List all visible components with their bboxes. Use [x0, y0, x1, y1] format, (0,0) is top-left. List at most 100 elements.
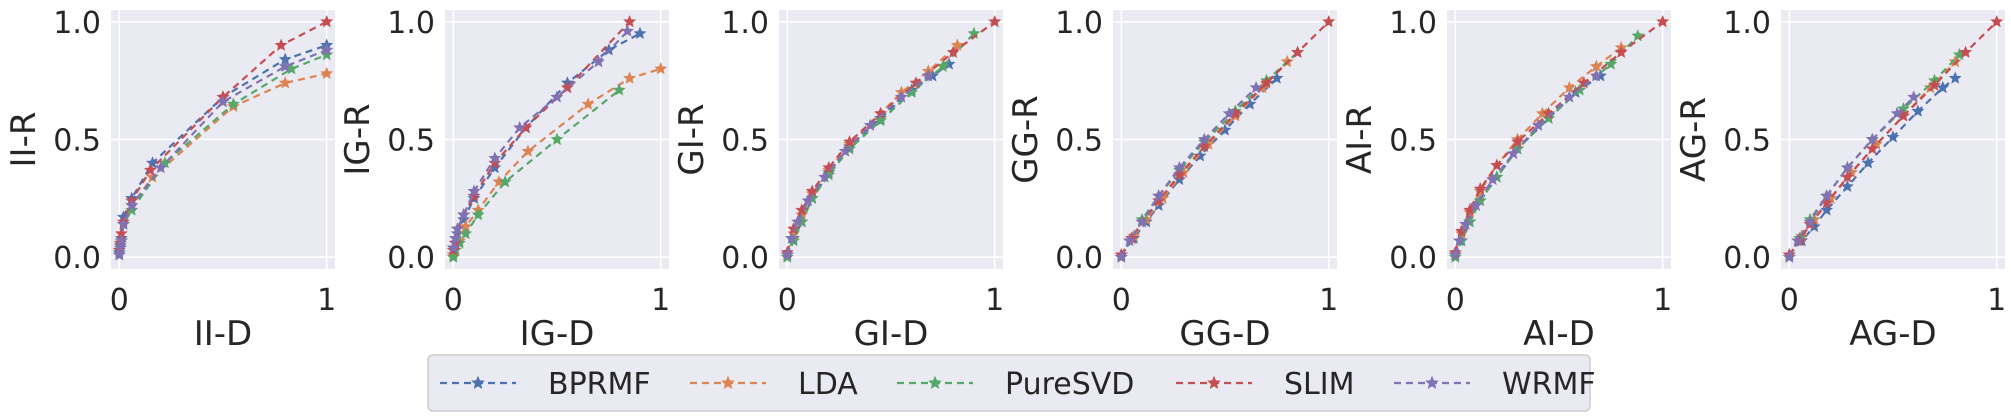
- subplot-gi-r: 0.0 0.5 1.0 0 1 GI-D GI-R: [672, 6, 1004, 354]
- data-point-slim: [467, 189, 481, 202]
- series-wrmf: [1448, 69, 1603, 261]
- data-point-lda: [950, 38, 964, 51]
- data-point-wrmf: [448, 231, 462, 244]
- subplot-ag-r: 0.0 0.5 1.0 0 1 AG-D AG-R: [1674, 6, 2006, 354]
- series-line-slim: [786, 20, 996, 253]
- y-tick-label: 0.5: [53, 124, 101, 159]
- y-tick-label: 0.5: [1723, 124, 1771, 159]
- y-tick-label: 1.0: [387, 6, 435, 41]
- data-point-wrmf: [550, 90, 564, 103]
- data-point-slim: [274, 38, 288, 51]
- data-point-wrmf: [1448, 248, 1462, 261]
- data-point-lda: [623, 71, 637, 84]
- data-point-puresvd: [471, 208, 485, 221]
- data-point-puresvd: [226, 97, 240, 110]
- y-tick-label: 1.0: [1055, 6, 1103, 41]
- data-point-wrmf: [1820, 189, 1834, 202]
- data-point-puresvd: [1604, 57, 1618, 70]
- legend-marker: [1207, 375, 1221, 389]
- data-point-wrmf: [791, 215, 805, 228]
- data-point-wrmf: [1803, 215, 1817, 228]
- series-wrmf: [1782, 90, 1921, 263]
- data-point-wrmf: [446, 241, 460, 254]
- series-wrmf: [112, 43, 334, 261]
- data-point-wrmf: [1907, 90, 1921, 103]
- data-point-wrmf: [1172, 161, 1186, 174]
- data-point-slim: [1455, 224, 1468, 237]
- data-point-wrmf: [1890, 106, 1904, 120]
- x-axis-label: AI-D: [1523, 314, 1595, 354]
- data-point-bprmf: [1911, 104, 1925, 117]
- series-line-slim: [1788, 21, 1998, 256]
- data-point-wrmf: [1865, 132, 1879, 146]
- legend-entry-wrmf: WRMF: [1394, 367, 1596, 402]
- data-point-wrmf: [1589, 69, 1603, 82]
- data-point-puresvd: [874, 113, 888, 127]
- series-line-bprmf: [1120, 77, 1278, 256]
- data-point-slim: [946, 45, 960, 58]
- y-tick-label: 0.5: [721, 124, 769, 159]
- series-line-puresvd: [452, 89, 620, 258]
- y-tick-label: 0.5: [1389, 124, 1437, 159]
- data-point-puresvd: [550, 132, 564, 146]
- legend: BPRMF LDA PureSVD SLIM WRMF: [427, 354, 1596, 412]
- subplots: 0.00.51.00 1II-DII-R0.00.51.00 1IG-DIG-R0.…: [4, 6, 2006, 354]
- data-point-wrmf: [1782, 250, 1796, 263]
- data-point-wrmf: [592, 55, 605, 68]
- data-point-wrmf: [921, 69, 935, 82]
- data-point-slim: [843, 135, 856, 148]
- x-axis-label: IG-D: [520, 314, 595, 354]
- data-point-wrmf: [320, 43, 334, 56]
- subplot-ig-r: 0.0 0.5 1.0 0 1 IG-D IG-R: [338, 6, 670, 354]
- legend-label: PureSVD: [1005, 367, 1134, 402]
- data-point-slim: [1152, 193, 1166, 207]
- data-point-slim: [1322, 15, 1336, 28]
- legend-entry-puresvd: PureSVD: [897, 367, 1134, 402]
- x-axis-label: GG-D: [1179, 314, 1270, 354]
- y-tick-label: 1.0: [1389, 6, 1437, 41]
- legend-entry-bprmf: BPRMF: [440, 367, 651, 402]
- data-point-wrmf: [1152, 189, 1166, 202]
- data-point-wrmf: [1506, 146, 1520, 160]
- data-point-slim: [143, 163, 157, 176]
- data-point-slim: [1928, 78, 1941, 91]
- data-point-wrmf: [216, 95, 230, 108]
- data-point-wrmf: [1469, 198, 1483, 211]
- subplot-ai-r: 0.0 0.5 1.0 0 1 AI-D AI-R: [1340, 6, 1672, 354]
- data-point-slim: [1614, 45, 1628, 58]
- data-point-wrmf: [1197, 132, 1211, 146]
- legend-entry-slim: SLIM: [1176, 367, 1355, 402]
- series-slim: [1448, 15, 1670, 259]
- data-point-wrmf: [784, 231, 798, 244]
- data-point-wrmf: [1249, 80, 1263, 94]
- series-line-wrmf: [1788, 96, 1915, 258]
- x-axis-label: AG-D: [1849, 314, 1936, 354]
- data-point-wrmf: [1452, 233, 1466, 247]
- data-point-wrmf: [112, 248, 126, 261]
- data-point-wrmf: [801, 193, 815, 207]
- data-point-puresvd: [1542, 111, 1556, 124]
- data-point-wrmf: [780, 248, 794, 261]
- y-tick-label: 0.0: [1389, 241, 1437, 276]
- data-point-slim: [320, 15, 334, 28]
- x-tick-label: 1: [651, 283, 670, 318]
- data-point-lda: [581, 97, 595, 110]
- data-point-wrmf: [1135, 215, 1149, 228]
- y-axis-label: IG-R: [338, 103, 378, 175]
- y-axis-label: II-R: [4, 112, 44, 168]
- data-point-wrmf: [818, 170, 832, 183]
- legend-label: LDA: [798, 367, 858, 402]
- x-tick-label: 0: [1780, 283, 1799, 318]
- x-axis-label: II-D: [194, 314, 253, 354]
- data-point-lda: [320, 66, 334, 80]
- data-point-bprmf: [1172, 172, 1186, 186]
- y-tick-label: 1.0: [721, 6, 769, 41]
- data-point-lda: [654, 62, 668, 75]
- series-line-bprmf: [1788, 77, 1956, 256]
- x-axis-label: GI-D: [854, 314, 929, 354]
- data-point-slim: [1990, 15, 2004, 28]
- y-axis-label: GG-R: [1006, 95, 1046, 184]
- data-point-puresvd: [446, 250, 460, 263]
- data-point-wrmf: [114, 233, 128, 247]
